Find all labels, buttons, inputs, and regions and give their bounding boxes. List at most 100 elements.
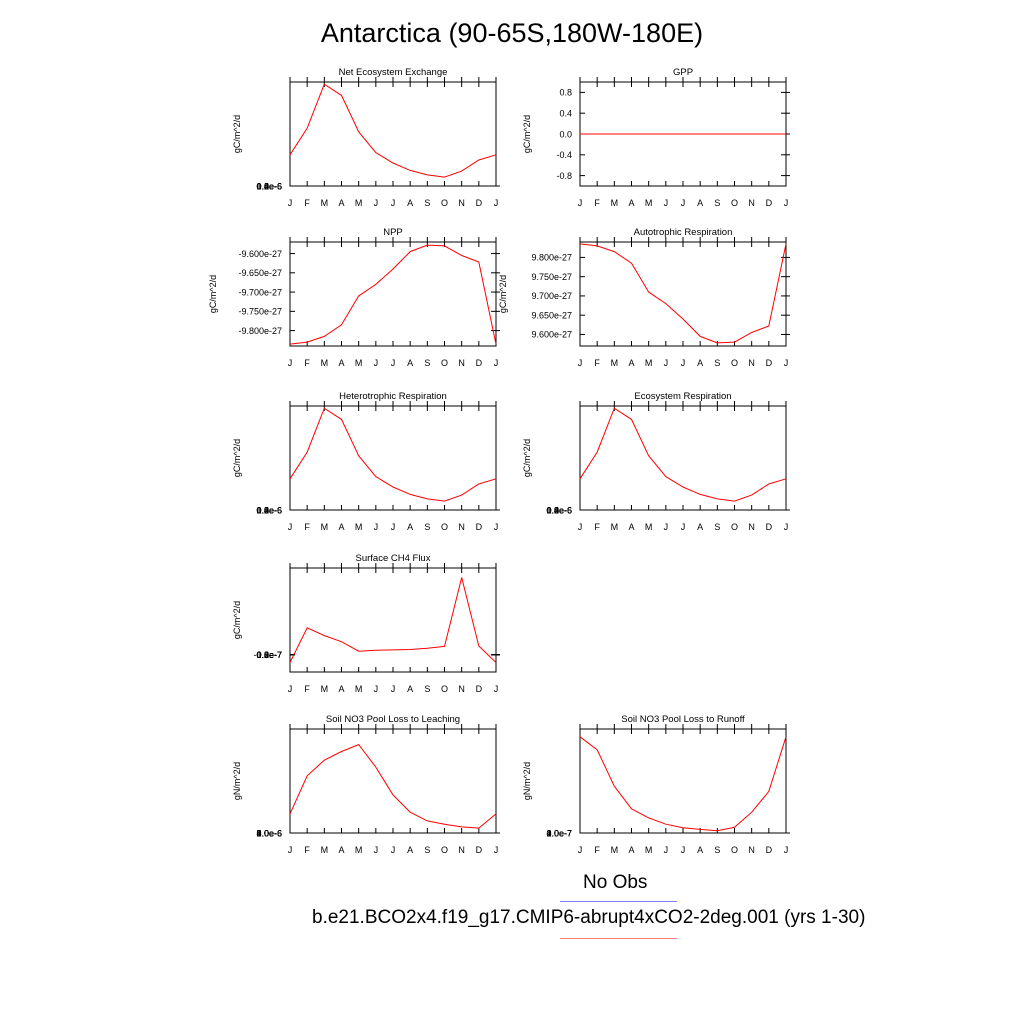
y-tick-label: 0.8e-6 (256, 505, 282, 515)
x-tick-label: J (681, 358, 686, 368)
y-axis-label: gN/m^2/d (522, 762, 532, 800)
y-tick-label: 0.2e-6 (256, 181, 282, 191)
x-tick-label: A (697, 198, 703, 208)
series-line (289, 83, 497, 178)
y-tick-label: -9.600e-27 (238, 249, 282, 259)
x-tick-label: M (645, 358, 653, 368)
x-tick-label: O (441, 522, 448, 532)
x-tick-label: M (321, 198, 329, 208)
x-tick-label: S (714, 358, 720, 368)
x-tick-label: N (458, 198, 465, 208)
x-tick-label: J (681, 522, 686, 532)
x-tick-label: M (321, 845, 329, 855)
x-tick-label: N (748, 198, 755, 208)
x-tick-label: F (594, 522, 600, 532)
x-tick-label: A (407, 198, 413, 208)
x-tick-label: J (784, 522, 789, 532)
x-tick-label: O (441, 845, 448, 855)
panel-title: Ecosystem Respiration (634, 391, 731, 402)
plot-frame (289, 241, 497, 347)
x-tick-label: J (578, 198, 583, 208)
x-tick-label: J (374, 358, 379, 368)
x-tick-label: J (391, 198, 396, 208)
x-tick-label: M (355, 845, 363, 855)
y-tick-label: 5.0e-6 (256, 828, 282, 838)
x-tick-label: J (664, 522, 669, 532)
y-tick-label: 0.0e-7 (546, 828, 572, 838)
x-tick-label: A (697, 845, 703, 855)
x-tick-label: F (594, 845, 600, 855)
x-tick-label: M (355, 358, 363, 368)
y-tick-label: 1.4e-6 (256, 181, 282, 191)
x-tick-label: S (424, 845, 430, 855)
x-tick-label: M (355, 684, 363, 694)
y-tick-label: 6.0e-6 (256, 828, 282, 838)
y-tick-label: 9.650e-27 (531, 310, 572, 320)
panel-title: Soil NO3 Pool Loss to Runoff (621, 714, 745, 725)
x-tick-label: J (578, 522, 583, 532)
x-tick-label: A (628, 358, 634, 368)
x-tick-label: A (407, 522, 413, 532)
y-tick-label: 0.2e-6 (546, 505, 572, 515)
page-title: Antarctica (90-65S,180W-180E) (320, 18, 704, 48)
x-tick-label: J (494, 845, 499, 855)
y-tick-label: 3.0e-7 (546, 828, 572, 838)
panel-title: Soil NO3 Pool Loss to Leaching (326, 714, 460, 725)
x-tick-label: A (338, 522, 344, 532)
x-tick-label: D (476, 358, 483, 368)
x-tick-label: A (338, 684, 344, 694)
panel-title: NPP (383, 227, 403, 238)
y-tick-label: 9.800e-27 (531, 253, 572, 263)
y-tick-label: 0.4e-6 (546, 505, 572, 515)
x-tick-label: S (714, 522, 720, 532)
y-tick-label: 0.0e-6 (256, 505, 282, 515)
x-tick-label: J (288, 845, 293, 855)
y-tick-label: 4.0e-6 (256, 828, 282, 838)
y-tick-label: 0.8e-6 (546, 505, 572, 515)
y-tick-label: 2.0e-7 (546, 828, 572, 838)
x-tick-label: N (458, 684, 465, 694)
x-tick-label: A (628, 522, 634, 532)
x-tick-label: J (374, 684, 379, 694)
series-line (289, 743, 497, 829)
y-tick-label: 0.0e-6 (256, 181, 282, 191)
x-tick-label: J (784, 198, 789, 208)
y-tick-label: 0.4e-6 (256, 181, 282, 191)
x-tick-label: M (355, 198, 363, 208)
x-tick-label: J (784, 845, 789, 855)
x-tick-label: J (664, 845, 669, 855)
x-tick-label: M (611, 845, 619, 855)
y-tick-label: 0.6e-6 (256, 181, 282, 191)
x-tick-label: J (494, 522, 499, 532)
x-tick-label: A (338, 198, 344, 208)
y-axis-label: gC/m^2/d (522, 439, 532, 477)
x-tick-label: A (628, 198, 634, 208)
y-tick-label: 0.0e-6 (546, 505, 572, 515)
x-tick-label: D (766, 198, 773, 208)
panel-title: GPP (673, 67, 693, 78)
plot-frame (289, 405, 497, 511)
y-tick-label: 1.4e-6 (546, 505, 572, 515)
x-tick-label: M (611, 198, 619, 208)
x-tick-label: A (697, 358, 703, 368)
y-tick-label: 0.4e-6 (256, 505, 282, 515)
y-axis-label: gC/m^2/d (232, 601, 242, 639)
y-tick-label: 2.0e-6 (256, 828, 282, 838)
x-tick-label: M (321, 684, 329, 694)
y-tick-label: 0.8e-6 (256, 181, 282, 191)
x-tick-label: J (578, 358, 583, 368)
x-tick-label: O (731, 198, 738, 208)
panel-title: Surface CH4 Flux (356, 553, 431, 564)
x-tick-label: M (355, 522, 363, 532)
series-line (289, 577, 497, 663)
x-tick-label: J (681, 198, 686, 208)
y-tick-label: 0.8e-7 (256, 650, 282, 660)
y-tick-label: -9.800e-27 (238, 326, 282, 336)
x-tick-label: M (321, 358, 329, 368)
